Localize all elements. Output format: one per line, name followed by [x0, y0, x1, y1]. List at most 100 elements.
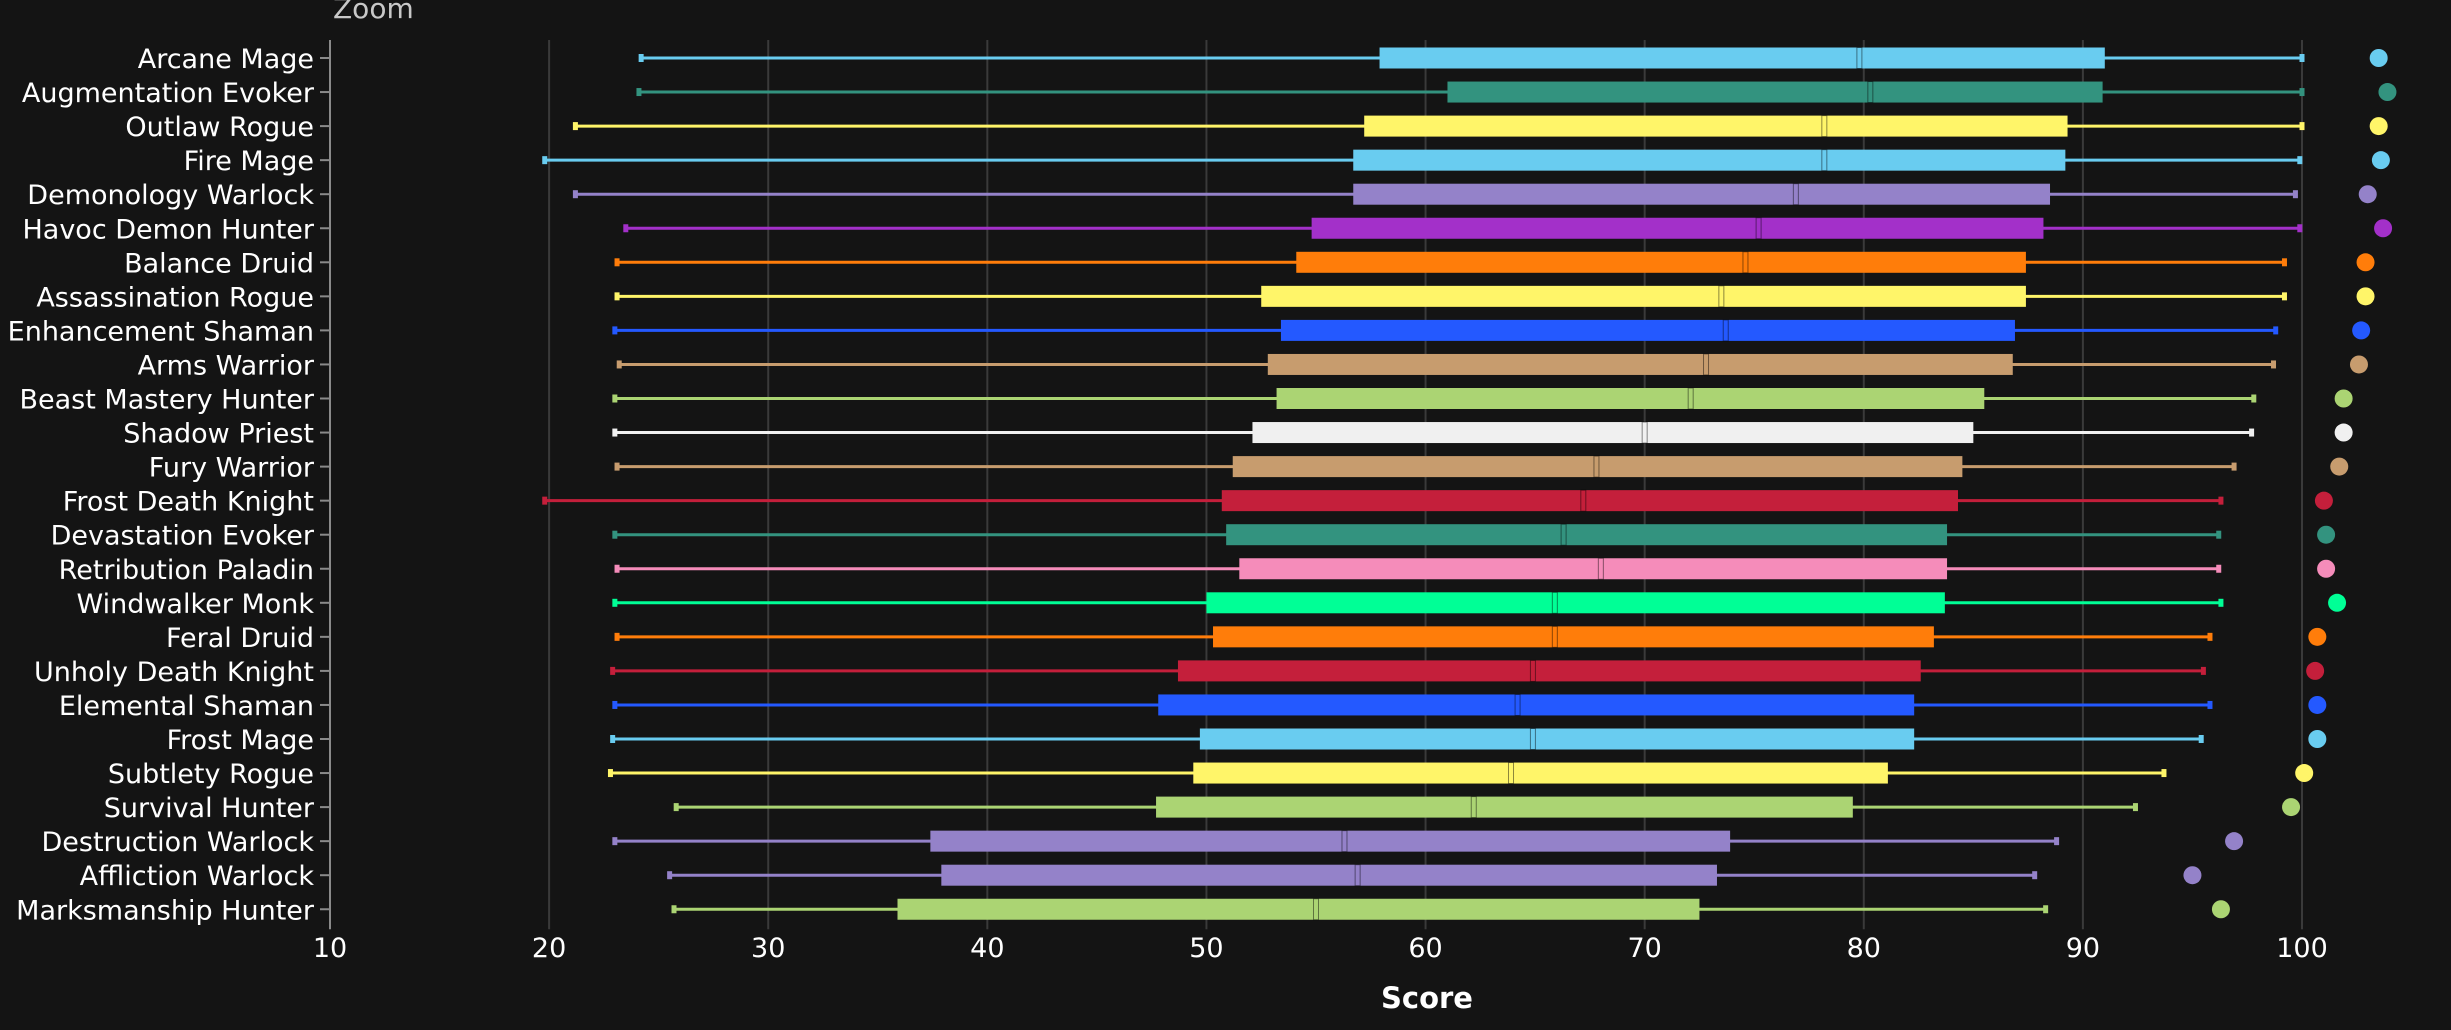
- whisker-min-cap: [616, 360, 622, 369]
- whisker-max-cap: [2299, 54, 2305, 62]
- whisker-min-cap: [572, 190, 578, 199]
- category-label: Destruction Warlock: [41, 827, 314, 858]
- whisker-min-cap: [542, 496, 548, 505]
- box-row: [612, 421, 2353, 444]
- whisker-min-cap: [614, 564, 620, 573]
- max-point: [2314, 491, 2333, 510]
- max-point: [2356, 287, 2375, 306]
- category-label: Windwalker Monk: [76, 589, 314, 620]
- category-label: Fire Mage: [184, 146, 314, 177]
- max-point: [2369, 117, 2388, 136]
- box-row: [638, 47, 2388, 69]
- box-iqr: [1156, 796, 1853, 818]
- x-tick-label: 80: [1847, 933, 1881, 964]
- box-row: [612, 319, 2371, 342]
- box-iqr: [1276, 388, 1985, 409]
- median-marker: [1821, 149, 1828, 172]
- whisker-max-cap: [2200, 666, 2206, 675]
- box-row: [610, 659, 2325, 682]
- whisker-max-cap: [2218, 496, 2224, 505]
- box-iqr: [1296, 251, 2026, 273]
- category-label: Balance Druid: [124, 248, 314, 279]
- whisker-min-cap: [612, 428, 618, 437]
- median-marker: [1560, 523, 1567, 546]
- max-point: [2308, 730, 2327, 748]
- whisker-min-cap: [610, 735, 616, 743]
- median-marker: [1867, 81, 1874, 104]
- box-iqr: [1213, 626, 1934, 648]
- box-row: [542, 149, 2390, 172]
- max-point: [2211, 900, 2230, 919]
- box-row: [612, 387, 2353, 410]
- box-iqr: [1447, 81, 2103, 103]
- median-marker: [1687, 387, 1694, 410]
- whisker-min-cap: [623, 224, 629, 233]
- whisker-min-cap: [638, 54, 644, 62]
- box-iqr: [1199, 728, 1915, 750]
- box-row: [623, 217, 2393, 240]
- whisker-max-cap: [2043, 905, 2049, 914]
- category-label: Retribution Paladin: [59, 555, 314, 586]
- whisker-max-cap: [2251, 394, 2257, 403]
- box-row: [607, 762, 2314, 785]
- box-iqr: [1193, 762, 1888, 784]
- max-point: [2356, 253, 2375, 272]
- whisker-min-cap: [612, 326, 618, 335]
- box-iqr: [1311, 217, 2044, 239]
- zoom-label[interactable]: Zoom: [333, 0, 414, 25]
- whisker-max-cap: [2281, 258, 2287, 267]
- max-point: [2378, 83, 2397, 102]
- whisker-max-cap: [2032, 871, 2038, 880]
- whisker-max-cap: [2054, 837, 2060, 846]
- whisker-min-cap: [610, 666, 616, 675]
- x-tick-label: 50: [1189, 933, 1223, 964]
- max-point: [2225, 832, 2244, 851]
- grid-lines: [548, 40, 2303, 930]
- whisker-max-cap: [2198, 735, 2204, 743]
- median-marker: [1722, 319, 1729, 342]
- box-iqr: [1177, 660, 1921, 682]
- box-iqr: [1226, 524, 1948, 546]
- whisker-max-cap: [2216, 530, 2222, 539]
- box-iqr: [1158, 694, 1915, 716]
- median-marker: [1551, 625, 1558, 648]
- box-iqr: [1261, 285, 2026, 307]
- box-row: [614, 455, 2349, 478]
- median-marker: [1742, 251, 1749, 274]
- x-tick-label: 100: [2276, 933, 2328, 964]
- category-label: Elemental Shaman: [59, 691, 314, 722]
- box-iqr: [1206, 592, 1945, 614]
- median-marker: [1551, 591, 1558, 614]
- whisker-max-cap: [2273, 326, 2279, 335]
- box-row: [610, 728, 2327, 750]
- whisker-min-cap: [671, 905, 677, 914]
- x-tick-label: 90: [2066, 933, 2100, 964]
- max-point: [2374, 219, 2393, 238]
- max-point: [2334, 389, 2353, 408]
- category-label: Assassination Rogue: [36, 282, 314, 313]
- whisker-min-cap: [612, 837, 618, 846]
- whisker-max-cap: [2297, 224, 2303, 233]
- whisker-min-cap: [614, 462, 620, 471]
- category-label: Subtlety Rogue: [108, 759, 314, 790]
- median-marker: [1514, 693, 1521, 716]
- category-label: Enhancement Shaman: [8, 316, 314, 347]
- x-axis-title: Score: [1381, 981, 1473, 1015]
- max-point: [2371, 151, 2390, 170]
- max-point: [2352, 321, 2371, 340]
- whisker-max-cap: [2218, 598, 2224, 607]
- max-point: [2349, 355, 2368, 374]
- median-marker: [1470, 796, 1477, 819]
- box-row: [667, 864, 2202, 887]
- whisker-max-cap: [2271, 360, 2277, 369]
- box-row: [614, 625, 2327, 648]
- whisker-min-cap: [607, 769, 613, 778]
- whisker-max-cap: [2207, 632, 2213, 641]
- median-marker: [1508, 762, 1515, 785]
- box-iqr: [1353, 149, 2066, 171]
- whisker-max-cap: [2216, 564, 2222, 573]
- max-point: [2183, 866, 2202, 885]
- median-marker: [1856, 47, 1863, 69]
